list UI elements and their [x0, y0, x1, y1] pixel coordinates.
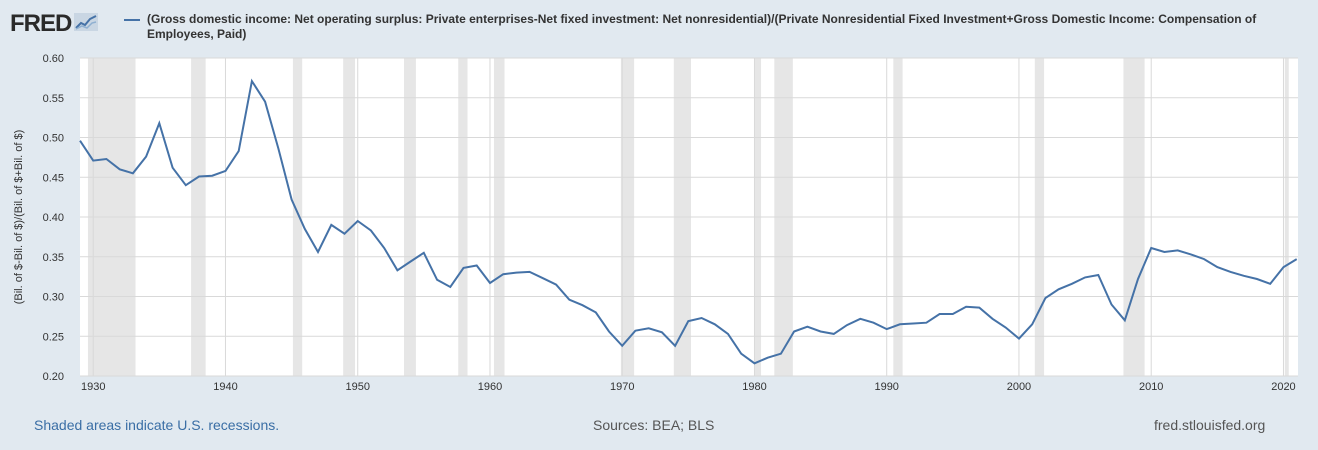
logo-text: FRED: [10, 10, 72, 37]
gridlines: [80, 57, 1298, 377]
y-tick-label: 0.45: [43, 172, 64, 184]
y-tick-label: 0.55: [43, 93, 64, 105]
x-tick-label: 2010: [1139, 381, 1163, 393]
sources-text: Sources: BEA; BLS: [593, 417, 715, 433]
x-tick-label: 1950: [345, 381, 369, 393]
x-tick-label: 1970: [610, 381, 634, 393]
legend-series-name[interactable]: (Gross domestic income: Net operating su…: [147, 12, 1257, 41]
y-tick-label: 0.25: [43, 331, 64, 343]
header: FRED (Gross domestic income: Net operati…: [8, 8, 1308, 48]
legend-swatch: [124, 19, 140, 21]
y-tick-label: 0.40: [43, 212, 64, 224]
legend: (Gross domestic income: Net operating su…: [124, 12, 1294, 42]
recession-note[interactable]: Shaded areas indicate U.S. recessions.: [34, 417, 280, 433]
x-tick-label: 1980: [742, 381, 766, 393]
x-tick-label: 1930: [81, 381, 105, 393]
chart-line-icon: [74, 12, 99, 36]
x-tick-label: 2000: [1007, 381, 1031, 393]
y-tick-label: 0.20: [43, 371, 64, 383]
y-tick-label: 0.30: [43, 292, 64, 304]
fred-logo[interactable]: FRED: [10, 10, 99, 38]
x-axis-ticks: 1930 1940 1950 1960 1970 1980 1990 2000 2010 2020: [81, 381, 1296, 393]
site-url[interactable]: fred.stlouisfed.org: [1154, 417, 1266, 433]
x-tick-label: 1940: [213, 381, 237, 393]
x-tick-label: 2020: [1271, 381, 1295, 393]
y-tick-label: 0.50: [43, 133, 64, 145]
y-tick-label: 0.35: [43, 252, 64, 264]
x-tick-label: 1960: [478, 381, 502, 393]
chart-area: 0.20 0.25 0.30 0.35 0.40 0.45 0.50 0.55 0.60 193…: [13, 53, 1298, 393]
y-axis-ticks: 0.20 0.25 0.30 0.35 0.40 0.45 0.50 0.55 0.60: [43, 53, 64, 383]
series-line: [79, 78, 1298, 365]
y-tick-label: 0.60: [43, 53, 64, 65]
y-axis-label: (Bil. of $-Bil. of $)/(Bil. of $+Bil. of…: [13, 130, 25, 305]
x-tick-label: 1990: [874, 381, 898, 393]
